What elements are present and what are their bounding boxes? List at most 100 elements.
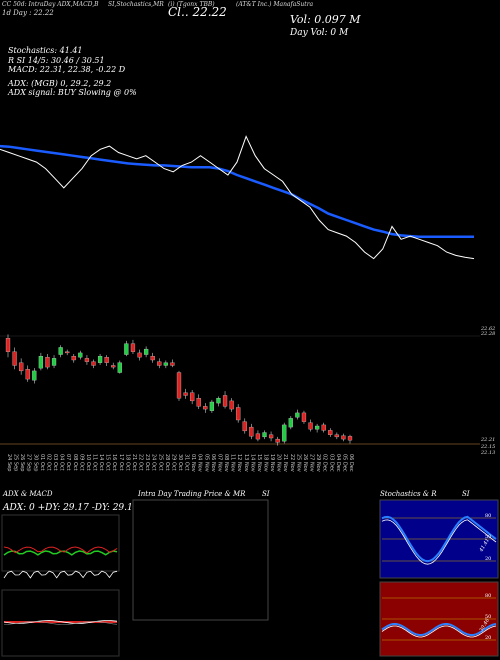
adx-panel-title: ADX & MACD	[3, 490, 53, 498]
x-tick-label: 07 Oct	[65, 454, 71, 471]
price-level-label: 22.15	[481, 444, 496, 450]
candle-body	[111, 365, 116, 368]
x-tick-label: 03 Dec	[328, 454, 334, 472]
stoch-tick-label: 80	[485, 513, 491, 519]
stoch-k-line	[381, 515, 497, 563]
day-label: 1d Day : 22.22	[2, 9, 54, 17]
macd-line	[3, 620, 118, 624]
header-line1b: SI,Stochastics,MR	[108, 1, 164, 8]
rsi-tick-label: 80	[485, 593, 491, 599]
adx-plus-di-line	[3, 550, 118, 556]
candle-body	[341, 435, 346, 440]
candle-body	[19, 362, 24, 372]
candle-body	[183, 392, 188, 396]
candle-body	[170, 362, 175, 366]
volume: Vol: 0.097 M	[290, 13, 361, 26]
x-tick-label: 29 Oct	[170, 454, 176, 471]
candle-body	[229, 400, 234, 410]
rsi-line	[381, 623, 497, 636]
stochastics-si-label: SI	[462, 490, 470, 498]
adx-minus-di-line	[3, 546, 118, 554]
candle-body	[25, 369, 30, 380]
x-tick-label: 29 Nov	[315, 454, 321, 472]
x-tick-label: 15 Nov	[256, 454, 262, 472]
x-tick-label: 25 Nov	[295, 454, 301, 472]
macd-panel-frame	[1, 589, 120, 657]
day-volume: Day Vol: 0 M	[290, 28, 349, 38]
x-tick-label: 17 Oct	[118, 454, 124, 471]
x-tick-label: 14 Nov	[249, 454, 255, 472]
x-tick-label: 18 Oct	[124, 454, 130, 471]
rsi-signal-line	[381, 625, 497, 638]
x-tick-label: 02 Oct	[45, 454, 51, 471]
stoch-d-line	[381, 519, 497, 565]
adx-readout: ADX: (MGB) 0, 29.2, 29.2	[8, 79, 112, 88]
price-level-label: 22.62	[481, 326, 496, 332]
x-tick-label: 16 Oct	[111, 454, 117, 471]
x-tick-label: 30 Oct	[177, 454, 183, 471]
price-level-label: 22.21	[481, 437, 496, 443]
x-tick-label: 06 Dec	[348, 454, 354, 472]
macd-histogram	[3, 621, 118, 625]
candle-body	[203, 406, 208, 410]
x-tick-label: 11 Nov	[230, 454, 236, 472]
x-tick-label: 14 Oct	[98, 454, 104, 471]
adx-trend-line	[3, 570, 118, 579]
candle-body	[301, 412, 307, 422]
rsi-panel-frame	[379, 581, 499, 657]
stoch-tick-label: 20	[485, 556, 491, 562]
x-tick-label: 27 Nov	[309, 454, 315, 472]
candle-body	[222, 395, 228, 407]
x-tick-label: 08 Nov	[223, 454, 229, 472]
candle-body	[150, 356, 155, 361]
stoch-value-label: 41.41	[478, 538, 491, 554]
x-tick-label: 20 Nov	[276, 454, 282, 472]
x-tick-label: 21 Nov	[282, 454, 288, 472]
stochastics-readout: Stochastics: 41.41	[8, 46, 83, 55]
x-tick-label: 27 Sep	[26, 454, 32, 471]
candle-body	[5, 338, 11, 352]
candle-body	[32, 370, 37, 381]
candle-body	[157, 361, 162, 366]
x-tick-label: 06 Nov	[210, 454, 216, 472]
price-line	[0, 135, 475, 260]
candle-body	[328, 430, 333, 435]
x-tick-label: 26 Sep	[19, 454, 25, 471]
intraday-si-label: SI	[262, 490, 270, 498]
candle-body	[130, 343, 136, 352]
x-tick-label: 30 Sep	[32, 454, 38, 471]
intraday-panel-title: Intra Day Trading Price & MR	[138, 490, 246, 498]
candle-body	[334, 434, 339, 438]
price-level-label: 22.28	[481, 331, 496, 337]
candle-body	[308, 422, 313, 430]
rsi-value-label: 30.46	[479, 617, 492, 633]
x-tick-label: 19 Nov	[269, 454, 275, 472]
rsi-tick-label: 50	[485, 614, 491, 620]
candle-body	[163, 362, 168, 366]
x-tick-label: 22 Oct	[138, 454, 144, 471]
x-tick-label: 04 Dec	[335, 454, 341, 472]
x-tick-label: 05 Nov	[203, 454, 209, 472]
candle-body	[71, 356, 76, 361]
x-tick-label: 11 Oct	[92, 454, 98, 471]
candle-body	[51, 358, 57, 366]
candle-body	[58, 347, 63, 355]
main-price-chart: 24 Sep 25 Sep 26 Sep 27 Sep 30 Sep 01 Oct 02 O…	[0, 135, 480, 472]
candle-body	[268, 434, 274, 439]
candle-body	[38, 356, 44, 369]
candle-body	[347, 436, 353, 441]
candle-body	[143, 348, 149, 355]
stochastics-panel-frame	[379, 499, 499, 579]
x-tick-label: 15 Oct	[105, 454, 111, 471]
rsi-tick-label: 20	[485, 635, 491, 641]
x-tick-label: 04 Oct	[59, 454, 65, 471]
adx-panel-values: ADX: 0 +DY: 29.17 -DY: 29.17	[3, 503, 139, 513]
si-readout: R SI 14/5: 30.46 / 30.51	[8, 56, 105, 65]
x-tick-label: 18 Nov	[263, 454, 269, 472]
candle-body	[137, 352, 142, 358]
candle-body	[262, 432, 267, 438]
header-line1: CC 50d: IntraDay ADX,MACD,B	[2, 1, 99, 8]
candle-body	[190, 392, 195, 402]
x-tick-label: 01 Nov	[190, 454, 196, 472]
x-tick-label: 26 Nov	[302, 454, 308, 472]
